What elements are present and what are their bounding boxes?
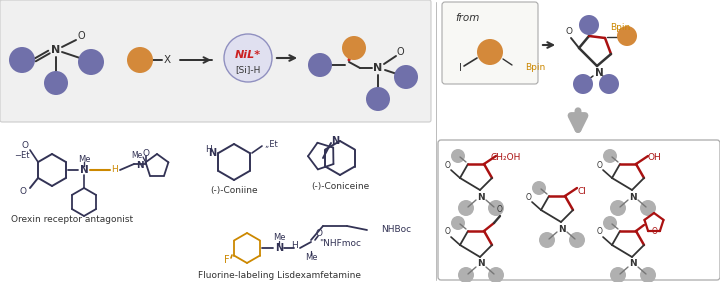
Text: Me: Me <box>132 151 143 160</box>
Text: N: N <box>477 193 485 202</box>
Circle shape <box>640 267 656 282</box>
Text: N: N <box>80 165 89 175</box>
Text: N: N <box>208 148 216 158</box>
Text: N: N <box>331 136 339 146</box>
Circle shape <box>610 267 626 282</box>
Text: Me: Me <box>273 233 285 243</box>
Circle shape <box>451 149 465 163</box>
Text: O: O <box>597 228 603 237</box>
Text: O: O <box>565 28 572 36</box>
Text: (-)-Coniceine: (-)-Coniceine <box>311 182 369 191</box>
FancyBboxPatch shape <box>0 0 431 122</box>
Text: Me: Me <box>305 254 318 263</box>
Text: O: O <box>315 230 323 239</box>
Text: OH: OH <box>647 153 661 162</box>
Text: Orexin receptor antagonist: Orexin receptor antagonist <box>11 215 133 224</box>
Circle shape <box>579 15 599 35</box>
Text: Cl: Cl <box>577 186 586 195</box>
Text: "NHFmoc: "NHFmoc <box>319 239 361 248</box>
Circle shape <box>488 267 504 282</box>
Circle shape <box>127 47 153 73</box>
Text: F: F <box>225 255 230 265</box>
Circle shape <box>224 34 272 82</box>
Text: O: O <box>396 47 404 57</box>
Text: O: O <box>497 206 503 215</box>
Text: O: O <box>19 188 26 197</box>
Text: H: H <box>205 146 212 155</box>
FancyBboxPatch shape <box>438 140 720 280</box>
Circle shape <box>539 232 555 248</box>
Text: N: N <box>629 193 636 202</box>
Circle shape <box>44 71 68 95</box>
Circle shape <box>78 49 104 75</box>
Text: N: N <box>558 224 566 233</box>
Circle shape <box>488 200 504 216</box>
Text: N: N <box>374 63 382 73</box>
Text: N: N <box>136 162 144 171</box>
Circle shape <box>342 36 366 60</box>
Text: O: O <box>445 160 451 169</box>
Circle shape <box>573 74 593 94</box>
Text: O: O <box>143 149 150 158</box>
Text: ,,Et: ,,Et <box>264 140 278 149</box>
Text: O: O <box>652 228 658 237</box>
Text: Fluorine-labeling Lisdexamfetamine: Fluorine-labeling Lisdexamfetamine <box>199 270 361 279</box>
Text: N: N <box>629 259 636 268</box>
Text: O: O <box>21 142 28 151</box>
Circle shape <box>603 149 617 163</box>
Circle shape <box>366 87 390 111</box>
Circle shape <box>9 47 35 73</box>
Circle shape <box>477 39 503 65</box>
Text: Me: Me <box>78 155 90 164</box>
Circle shape <box>603 216 617 230</box>
Circle shape <box>451 216 465 230</box>
Text: O: O <box>597 160 603 169</box>
Circle shape <box>617 26 637 46</box>
Circle shape <box>610 200 626 216</box>
Text: N: N <box>275 243 283 253</box>
Circle shape <box>569 232 585 248</box>
Text: from: from <box>455 13 480 23</box>
Circle shape <box>599 74 619 94</box>
Text: H: H <box>111 166 117 175</box>
Text: (-)-Coniine: (-)-Coniine <box>210 186 258 195</box>
Text: H: H <box>292 241 298 250</box>
Text: I: I <box>459 63 462 73</box>
Text: [Si]-H: [Si]-H <box>235 65 261 74</box>
Text: X: X <box>163 55 171 65</box>
Text: N: N <box>477 259 485 268</box>
Circle shape <box>532 181 546 195</box>
Text: O: O <box>445 228 451 237</box>
Text: Bpin: Bpin <box>610 23 630 32</box>
Text: N: N <box>51 45 60 55</box>
Circle shape <box>640 200 656 216</box>
Circle shape <box>308 53 332 77</box>
Text: −Et: −Et <box>14 151 30 160</box>
Text: NiL*: NiL* <box>235 50 261 60</box>
Text: O: O <box>77 31 85 41</box>
Text: N: N <box>595 68 603 78</box>
Text: Bpin: Bpin <box>525 63 545 72</box>
FancyBboxPatch shape <box>442 2 538 84</box>
Text: NHBoc: NHBoc <box>381 226 411 235</box>
Text: CH₂OH: CH₂OH <box>491 153 521 162</box>
Circle shape <box>458 267 474 282</box>
Text: O: O <box>526 193 532 202</box>
Circle shape <box>394 65 418 89</box>
Circle shape <box>458 200 474 216</box>
